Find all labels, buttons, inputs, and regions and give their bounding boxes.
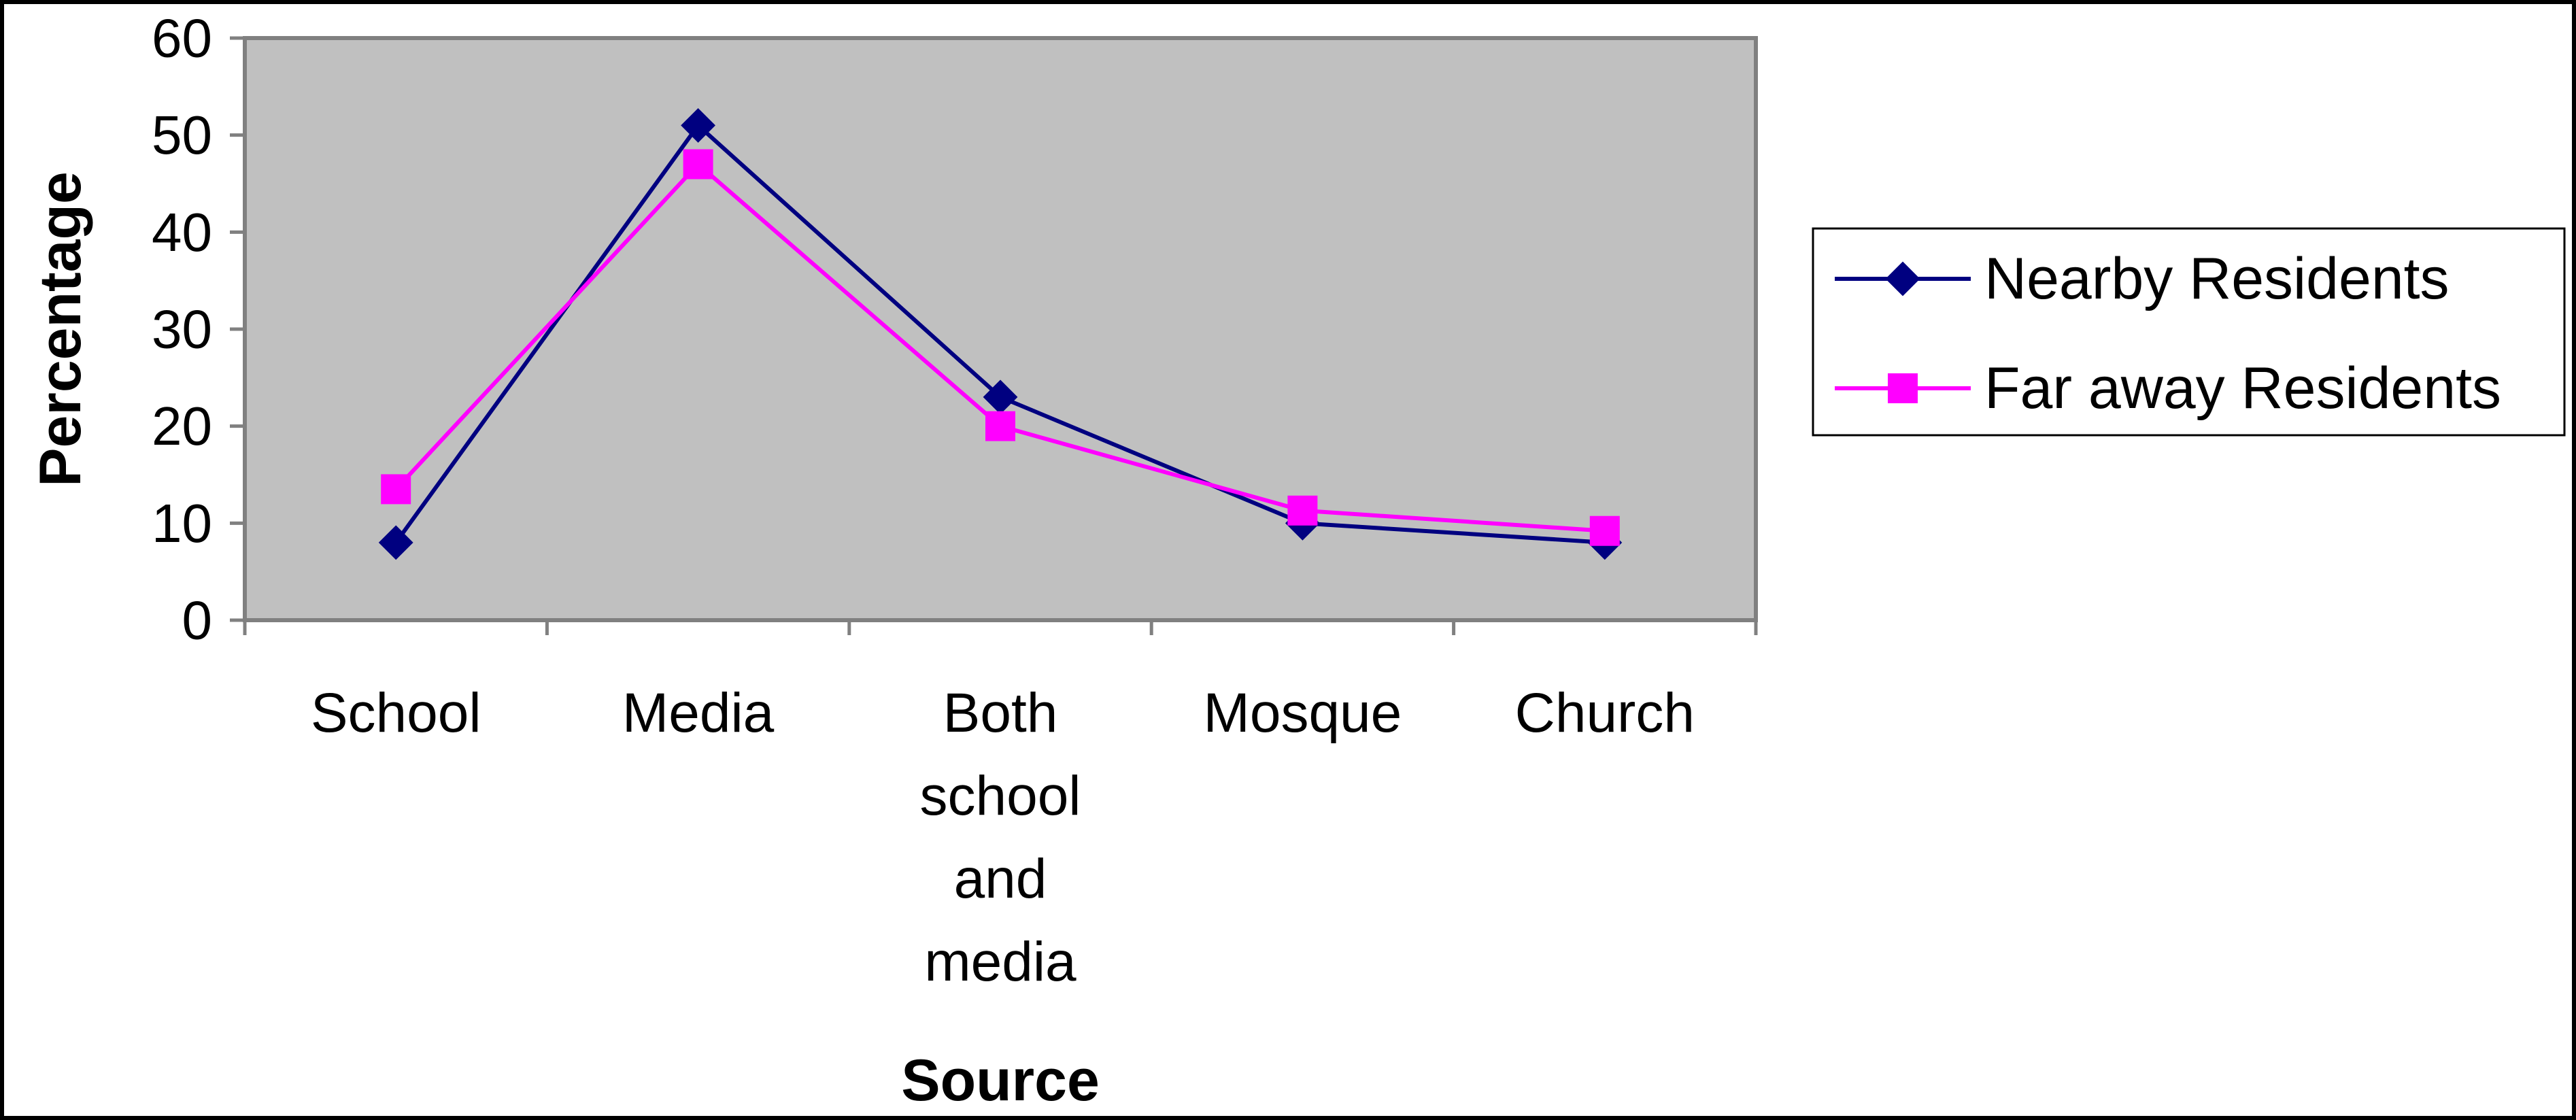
y-tick-label: 50 bbox=[152, 105, 212, 165]
series-layer bbox=[378, 107, 1623, 560]
y-tick-label: 10 bbox=[152, 493, 212, 554]
x-tick-label: School bbox=[311, 682, 481, 744]
line-chart: 0 10 20 30 40 50 60 School Media Both school and me… bbox=[28, 8, 2566, 1113]
data-point bbox=[378, 525, 413, 560]
x-tick-label-line: school bbox=[919, 765, 1081, 827]
y-tick-label: 60 bbox=[152, 8, 212, 69]
x-tick-label-line: media bbox=[924, 931, 1077, 993]
y-tick-label: 30 bbox=[152, 299, 212, 360]
legend-marker bbox=[1885, 261, 1920, 296]
legend-label: Far away Residents bbox=[1984, 356, 2501, 421]
y-axis: 0 10 20 30 40 50 60 bbox=[152, 8, 247, 651]
data-point bbox=[1589, 515, 1620, 546]
data-point bbox=[985, 411, 1015, 441]
y-tick-label: 20 bbox=[152, 396, 212, 456]
x-tick-label: Media bbox=[622, 682, 775, 744]
x-tick-label-line: Church bbox=[1515, 682, 1695, 744]
x-tick-label: Church bbox=[1515, 682, 1695, 744]
plot-area bbox=[243, 36, 1758, 622]
x-tick-label-line: School bbox=[311, 682, 481, 744]
y-tick-label: 0 bbox=[182, 590, 213, 651]
legend-box bbox=[1812, 227, 2566, 437]
y-axis-title: Percentage bbox=[28, 171, 93, 487]
x-axis-title: Source bbox=[901, 1048, 1100, 1113]
x-tick-label-line: and bbox=[954, 848, 1047, 910]
x-tick-label-line: Media bbox=[622, 682, 775, 744]
x-axis: School Media Both school and media Mosque Churc… bbox=[243, 618, 1758, 993]
legend-marker bbox=[1888, 373, 1918, 403]
legend-item: Far away Residents bbox=[1835, 356, 2501, 421]
data-point bbox=[381, 474, 411, 505]
data-point bbox=[1287, 495, 1318, 526]
y-tick-label: 40 bbox=[152, 202, 212, 262]
legend: Nearby Residents Far away Residents bbox=[1812, 227, 2566, 437]
legend-item: Nearby Residents bbox=[1835, 246, 2450, 311]
series-2 bbox=[381, 149, 1620, 546]
x-tick-label-line: Mosque bbox=[1204, 682, 1402, 744]
x-tick-label: Mosque bbox=[1204, 682, 1402, 744]
data-point bbox=[681, 107, 716, 143]
x-tick-label: Both school and media bbox=[919, 682, 1081, 993]
data-point bbox=[683, 149, 713, 180]
x-tick-label-line: Both bbox=[943, 682, 1058, 744]
legend-label: Nearby Residents bbox=[1984, 246, 2450, 311]
